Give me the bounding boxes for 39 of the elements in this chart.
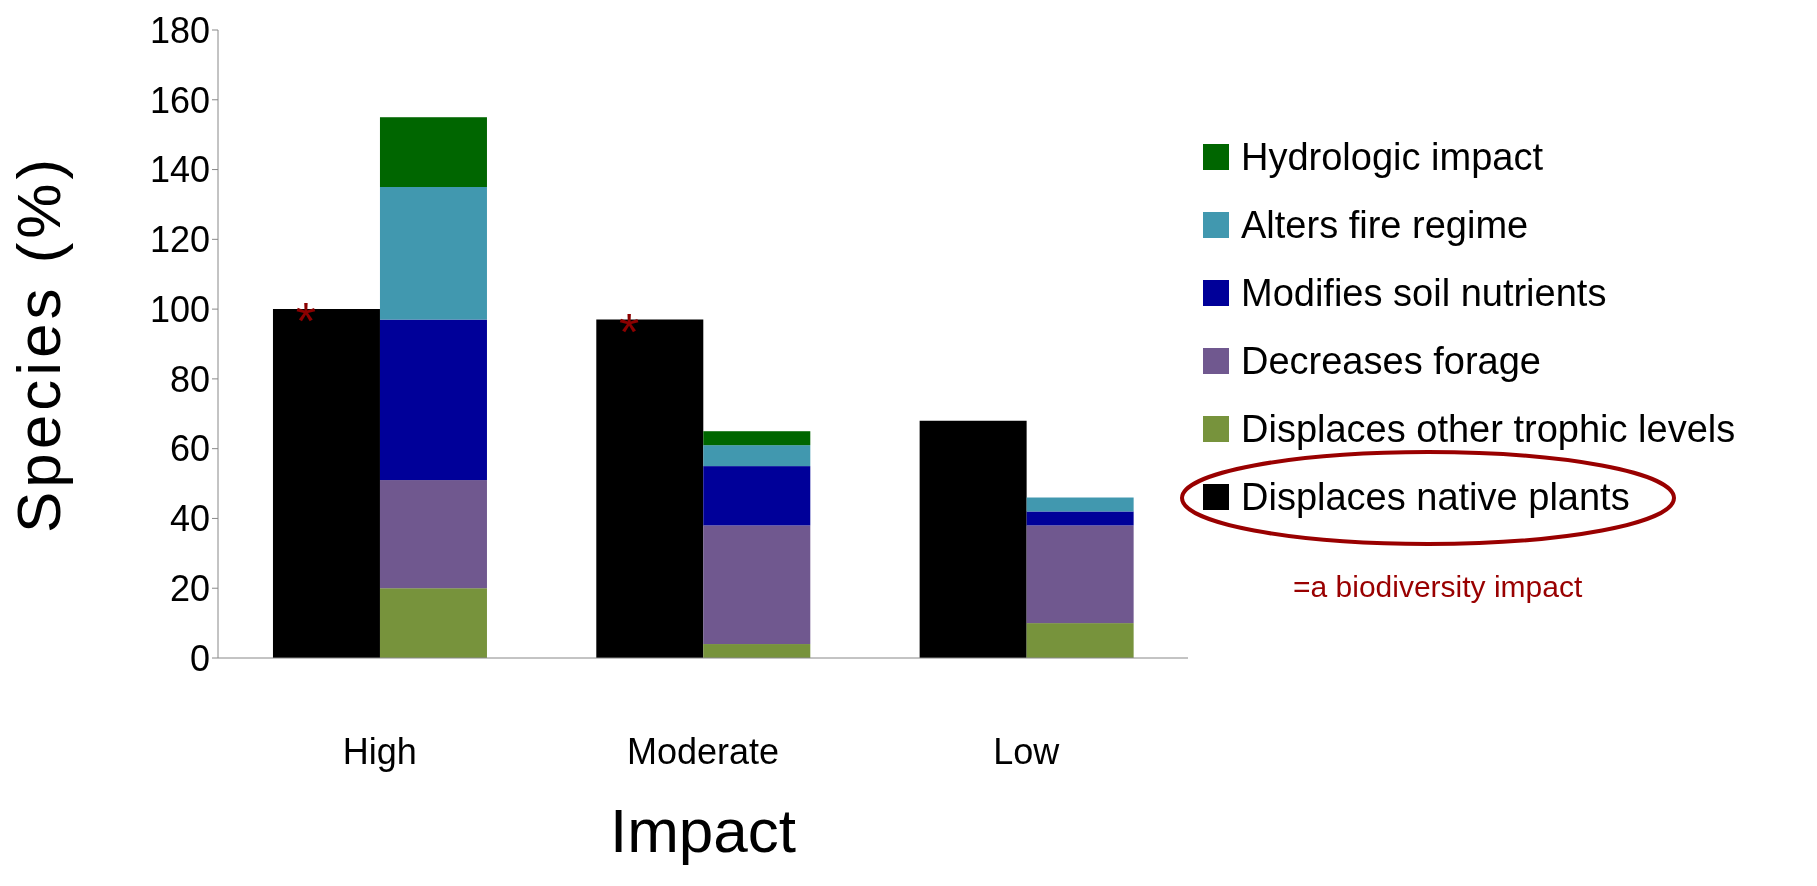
- bar: [379, 588, 487, 658]
- y-tick-label: 100: [149, 288, 210, 330]
- bar: [1026, 497, 1134, 512]
- y-axis-title: Species (%): [4, 154, 74, 534]
- legend-label: Hydrologic impact: [1241, 135, 1543, 179]
- y-tick-label: 120: [149, 219, 210, 261]
- bar: [379, 187, 487, 320]
- bar: [379, 319, 487, 481]
- legend-label: Displaces other trophic levels: [1241, 407, 1736, 451]
- y-tick-label: 60: [169, 428, 210, 470]
- x-tick-label: High: [342, 730, 417, 772]
- y-tick-label: 140: [149, 149, 210, 191]
- y-tick-label: 180: [149, 9, 210, 51]
- y-tick-label: 80: [169, 358, 210, 400]
- y-tick-label: 20: [169, 568, 210, 609]
- legend-label: Alters fire regime: [1241, 203, 1529, 247]
- text: =a biodiversity impact: [1293, 570, 1583, 604]
- bar: [379, 480, 487, 589]
- x-axis-title: Impact: [609, 796, 797, 865]
- y-tick-label: 160: [149, 79, 210, 121]
- y-tick-label: 40: [169, 498, 210, 540]
- annotation: *: [295, 292, 316, 351]
- bar: [703, 644, 811, 658]
- legend-label: Displaces native plants: [1241, 475, 1630, 519]
- bar: [1026, 525, 1134, 624]
- bar: [1026, 623, 1134, 658]
- bar: [703, 445, 811, 467]
- annotation: *: [619, 302, 640, 361]
- bar: [703, 431, 811, 446]
- bar: [1026, 511, 1134, 526]
- bar: [703, 525, 811, 645]
- y-tick-label: 0: [189, 637, 210, 679]
- bar: [703, 466, 811, 526]
- bar: [919, 420, 1027, 658]
- x-tick-label: Low: [993, 730, 1061, 772]
- legend-label: Decreases forage: [1241, 339, 1541, 383]
- x-tick-label: Moderate: [626, 730, 780, 772]
- bar: [379, 117, 487, 187]
- legend-label: Modifies soil nutrients: [1241, 271, 1607, 315]
